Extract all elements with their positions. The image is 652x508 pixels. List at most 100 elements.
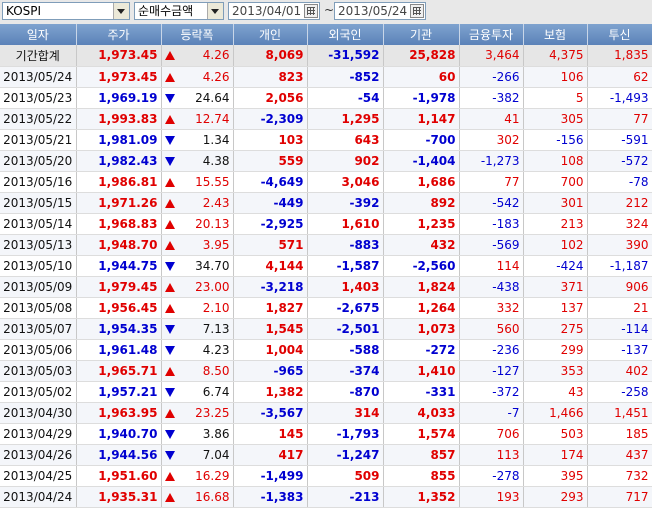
cell-insurance: 700 <box>523 171 588 193</box>
cell-foreign: -852 <box>307 66 384 88</box>
arrow-up-icon <box>164 198 175 208</box>
table-row[interactable]: 2013/05/20 1,982.43 4.38 559 902 -1,404 -1,273… <box>0 150 652 172</box>
change-value: 7.04 <box>202 447 230 462</box>
table-header-row: 일자 주가 등락폭 개인 외국인 기관 금융투자 보험 투신 <box>0 24 652 45</box>
cell-institution: 1,073 <box>383 318 460 340</box>
cell-price: 1,969.19 <box>76 87 162 109</box>
cell-change: 12.74 <box>161 108 234 130</box>
market-select[interactable]: KOSPI <box>2 2 130 20</box>
table-row[interactable]: 2013/05/16 1,986.81 15.55 -4,649 3,046 1,686 7… <box>0 171 652 193</box>
cell-insurance: -424 <box>523 255 588 277</box>
cell-change: 3.95 <box>161 234 234 256</box>
table-row[interactable]: 2013/05/21 1,981.09 1.34 103 643 -700 302 -156-… <box>0 129 652 151</box>
cell-individual: -4,649 <box>233 171 308 193</box>
cell-change: 23.00 <box>161 276 234 298</box>
period-total-row[interactable]: 기간합계 1,973.45 4.26 8,069 -31,592 25,828 3,464 4… <box>0 45 652 67</box>
table-row[interactable]: 2013/05/13 1,948.70 3.95 571 -883 432 -569 102 3… <box>0 234 652 256</box>
table-row[interactable]: 2013/05/15 1,971.26 2.43 -449 -392 892 -542 301… <box>0 192 652 214</box>
cell-date: 2013/05/13 <box>0 234 77 256</box>
end-date-input[interactable]: 2013/05/24 <box>334 2 426 20</box>
cell-foreign: -1,247 <box>307 444 384 466</box>
cell-price: 1,940.70 <box>76 423 162 445</box>
table-row[interactable]: 2013/04/29 1,940.70 3.86 145 -1,793 1,574 706 5… <box>0 423 652 445</box>
change-value: 3.86 <box>202 426 230 441</box>
cell-price: 1,954.35 <box>76 318 162 340</box>
arrow-down-icon <box>164 450 175 460</box>
table-row[interactable]: 2013/04/30 1,963.95 23.25 -3,567 314 4,033 -7 1… <box>0 402 652 424</box>
table-row[interactable]: 2013/04/24 1,935.31 16.68 -1,383 -213 1,352 19… <box>0 486 652 508</box>
column-header-price[interactable]: 주가 <box>76 24 162 45</box>
column-header-change[interactable]: 등락폭 <box>161 24 234 45</box>
table-row[interactable]: 2013/05/14 1,968.83 20.13 -2,925 1,610 1,235-… <box>0 213 652 235</box>
mode-select[interactable]: 순매수금액 <box>134 2 224 20</box>
table-row[interactable]: 2013/04/25 1,951.60 16.29 -1,499 509 855 -278 3… <box>0 465 652 487</box>
change-value: 4.26 <box>202 69 230 84</box>
column-header-foreign[interactable]: 외국인 <box>307 24 384 45</box>
cell-insurance: 137 <box>523 297 588 319</box>
column-header-institution[interactable]: 기관 <box>383 24 460 45</box>
cell-change: 16.29 <box>161 465 234 487</box>
cell-individual: -2,925 <box>233 213 308 235</box>
date-range-separator: ~ <box>324 3 335 17</box>
cell-individual: 1,827 <box>233 297 308 319</box>
cell-date: 2013/05/15 <box>0 192 77 214</box>
market-dropdown-arrow-icon[interactable] <box>113 3 129 19</box>
start-calendar-icon[interactable] <box>304 4 318 18</box>
arrow-up-icon <box>164 366 175 376</box>
cell-financial-investment: -127 <box>459 360 524 382</box>
cell-financial-investment: 302 <box>459 129 524 151</box>
cell-change: 4.38 <box>161 150 234 172</box>
column-header-insurance[interactable]: 보험 <box>523 24 588 45</box>
table-row[interactable]: 2013/05/07 1,954.35 7.13 1,545 -2,501 1,073 56… <box>0 318 652 340</box>
table-row[interactable]: 2013/05/03 1,965.71 8.50 -965 -374 1,410 -127 3… <box>0 360 652 382</box>
cell-investment-trust: 906 <box>587 276 652 298</box>
cell-financial-investment: 114 <box>459 255 524 277</box>
cell-insurance: 213 <box>523 213 588 235</box>
column-header-investment-trust[interactable]: 투신 <box>587 24 652 45</box>
cell-institution: 1,264 <box>383 297 460 319</box>
table-body: 기간합계 1,973.45 4.26 8,069 -31,592 25,828 3,464 4… <box>0 45 652 508</box>
table-row[interactable]: 2013/05/24 1,973.45 4.26 823 -852 60 -266 106 62 <box>0 66 652 88</box>
column-header-individual[interactable]: 개인 <box>233 24 308 45</box>
cell-individual: 1,382 <box>233 381 308 403</box>
start-date-value: 2013/04/01 <box>232 4 302 18</box>
cell-foreign: -1,793 <box>307 423 384 445</box>
investor-trading-table: 일자 주가 등락폭 개인 외국인 기관 금융투자 보험 투신 기간합계 1,973.45 4.26 8… <box>0 24 652 508</box>
mode-dropdown-arrow-icon[interactable] <box>207 3 223 19</box>
cell-change: 4.26 <box>161 45 234 67</box>
cell-foreign: -54 <box>307 87 384 109</box>
table-row[interactable]: 2013/04/26 1,944.56 7.04 417 -1,247 857 113 174… <box>0 444 652 466</box>
cell-institution: 1,410 <box>383 360 460 382</box>
cell-investment-trust: 717 <box>587 486 652 508</box>
end-calendar-icon[interactable] <box>410 4 424 18</box>
table-row[interactable]: 2013/05/09 1,979.45 23.00 -3,218 1,403 1,824-… <box>0 276 652 298</box>
cell-institution: -1,404 <box>383 150 460 172</box>
cell-change: 20.13 <box>161 213 234 235</box>
cell-date: 2013/05/02 <box>0 381 77 403</box>
table-row[interactable]: 2013/05/23 1,969.19 24.64 2,056 -54 -1,978 -38… <box>0 87 652 109</box>
table-row[interactable]: 2013/05/02 1,957.21 6.74 1,382 -870 -331 -372 4… <box>0 381 652 403</box>
table-row[interactable]: 2013/05/10 1,944.75 34.70 4,144 -1,587 -2,560… <box>0 255 652 277</box>
table-row[interactable]: 2013/05/06 1,961.48 4.23 1,004 -588 -272 -236 2… <box>0 339 652 361</box>
cell-insurance: 305 <box>523 108 588 130</box>
cell-financial-investment: 77 <box>459 171 524 193</box>
arrow-down-icon <box>164 324 175 334</box>
change-value: 34.70 <box>195 258 230 273</box>
cell-financial-investment: -183 <box>459 213 524 235</box>
cell-date: 2013/05/07 <box>0 318 77 340</box>
table-row[interactable]: 2013/05/08 1,956.45 2.10 1,827 -2,675 1,264 33… <box>0 297 652 319</box>
arrow-up-icon <box>164 219 175 229</box>
cell-investment-trust: 390 <box>587 234 652 256</box>
table-row[interactable]: 2013/05/22 1,993.83 12.74 -2,309 1,295 1,147 4… <box>0 108 652 130</box>
change-value: 2.10 <box>202 300 230 315</box>
cell-investment-trust: 1,451 <box>587 402 652 424</box>
cell-foreign: 3,046 <box>307 171 384 193</box>
column-header-date[interactable]: 일자 <box>0 24 77 45</box>
cell-insurance: 299 <box>523 339 588 361</box>
cell-date: 2013/05/03 <box>0 360 77 382</box>
cell-investment-trust: -78 <box>587 171 652 193</box>
start-date-input[interactable]: 2013/04/01 <box>228 2 320 20</box>
cell-date: 2013/05/14 <box>0 213 77 235</box>
column-header-financial-investment[interactable]: 금융투자 <box>459 24 524 45</box>
cell-change: 16.68 <box>161 486 234 508</box>
